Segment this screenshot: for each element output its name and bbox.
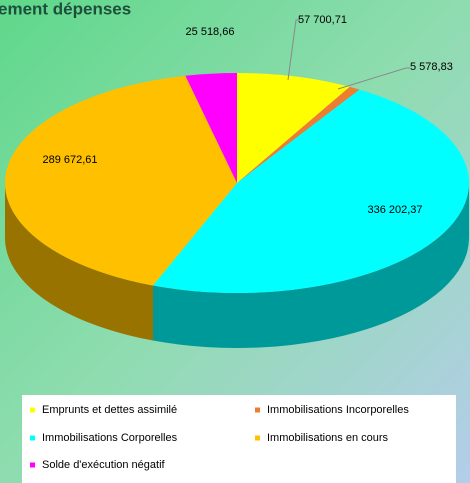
legend-label: Immobilisations Incorporelles [267,404,409,416]
pie-slice [237,86,360,183]
legend-box [22,395,456,483]
data-label: 57 700,71 [298,14,347,26]
legend-swatch [30,407,35,413]
legend-label: Solde d'exécution négatif [42,459,166,471]
legend-swatch [255,435,260,441]
data-label: 289 672,61 [42,154,97,166]
legend-swatch [255,407,260,413]
data-label: 25 518,66 [186,26,235,38]
leader-line [287,19,300,81]
pie-side [152,183,469,348]
leader-line [337,67,410,90]
data-label: 336 202,37 [367,204,422,216]
legend-swatch [30,462,35,468]
chart-title: ement dépenses [0,0,131,18]
pie-slice [237,73,350,183]
legend-label: Immobilisations Corporelles [42,432,178,444]
legend-label: Emprunts et dettes assimilé [42,404,177,416]
pie-slice [185,73,237,183]
legend-swatch [30,435,35,441]
pie-side [5,183,153,341]
pie-slice [4,75,237,286]
data-label: 5 578,83 [410,61,453,73]
legend-label: Immobilisations en cours [267,432,389,444]
pie-slice [152,89,470,293]
